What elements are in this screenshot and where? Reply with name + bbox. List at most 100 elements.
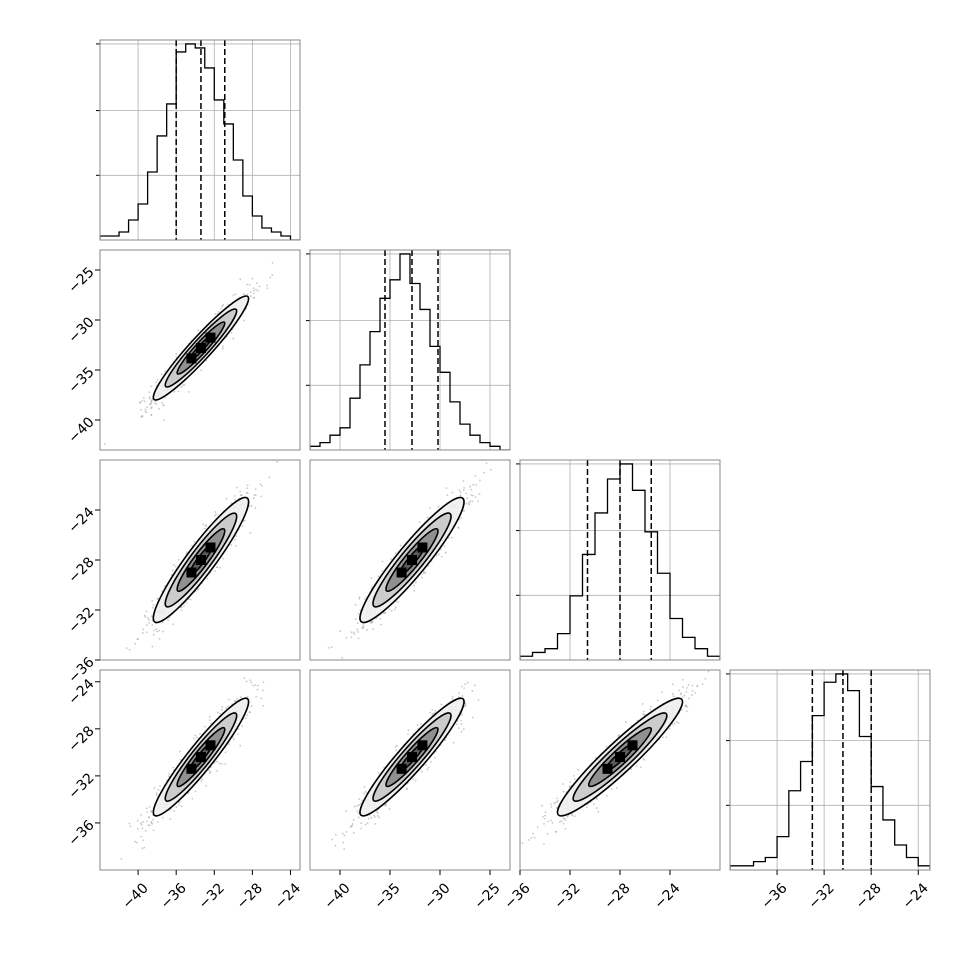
scatter-point: [473, 684, 476, 687]
joint-panel-1-3: [309, 669, 511, 871]
scatter-point: [186, 551, 188, 554]
scatter-point: [440, 703, 443, 706]
scatter-point: [103, 443, 106, 445]
scatter-point: [150, 407, 153, 410]
scatter-point: [232, 337, 235, 340]
scatter-point: [148, 391, 151, 394]
scatter-point: [175, 806, 178, 808]
scatter-point: [446, 494, 449, 497]
scatter-point: [141, 415, 144, 418]
scatter-point: [155, 381, 157, 384]
scatter-point: [248, 711, 251, 714]
scatter-point: [250, 681, 253, 684]
scatter-point: [145, 610, 148, 613]
scatter-point: [444, 739, 447, 741]
scatter-point: [246, 283, 248, 286]
scatter-point: [152, 606, 154, 609]
scatter-point: [152, 604, 155, 607]
scatter-point: [215, 513, 217, 516]
scatter-point: [462, 728, 465, 731]
scatter-point: [407, 733, 409, 736]
scatter-point: [174, 565, 177, 568]
scatter-point: [155, 792, 158, 795]
scatter-point: [362, 625, 365, 628]
scatter-point: [251, 277, 254, 280]
scatter-point: [451, 536, 453, 539]
scatter-point: [191, 544, 193, 547]
scatter-point: [592, 803, 595, 806]
scatter-point: [140, 822, 142, 825]
scatter-point: [471, 690, 474, 692]
scatter-point: [243, 519, 246, 522]
scatter-point: [455, 723, 458, 726]
scatter-point: [140, 835, 143, 838]
scatter-point: [250, 705, 253, 708]
scatter-point: [266, 287, 269, 290]
panel-frame: [99, 249, 301, 451]
scatter-point: [445, 487, 448, 489]
scatter-point: [382, 611, 385, 614]
scatter-point: [354, 618, 357, 620]
scatter-point: [388, 608, 391, 611]
scatter-point: [150, 809, 153, 812]
scatter-point: [167, 775, 170, 778]
scatter-point: [448, 537, 450, 539]
scatter-point: [377, 575, 380, 578]
scatter-point: [150, 400, 153, 403]
scatter-point: [141, 632, 144, 634]
scatter-point: [177, 390, 180, 393]
scatter-point: [253, 289, 255, 292]
scatter-point: [375, 810, 378, 813]
joint-panel-0-2: −36−32−28−24: [65, 459, 301, 687]
scatter-point: [483, 471, 485, 474]
scatter-point: [185, 601, 188, 604]
scatter-point: [232, 294, 235, 297]
density-peak: [205, 740, 216, 751]
scatter-point: [150, 402, 153, 404]
y-tick-label: −32: [65, 770, 97, 802]
scatter-point: [363, 598, 366, 601]
scatter-point: [257, 684, 259, 687]
scatter-point: [341, 832, 344, 835]
density-peak: [417, 542, 428, 553]
scatter-point: [216, 566, 219, 569]
scatter-point: [228, 743, 230, 745]
scatter-point: [429, 506, 431, 509]
scatter-point: [384, 612, 387, 614]
scatter-point: [129, 825, 132, 828]
scatter-point: [255, 695, 258, 698]
scatter-point: [147, 619, 150, 621]
scatter-point: [358, 597, 361, 600]
scatter-point: [370, 577, 373, 579]
scatter-point: [462, 489, 465, 492]
scatter-point: [146, 624, 148, 626]
scatter-point: [146, 406, 148, 409]
scatter-point: [148, 824, 151, 827]
scatter-point: [148, 816, 150, 819]
scatter-point: [458, 489, 461, 492]
scatter-point: [224, 763, 227, 765]
scatter-point: [379, 618, 382, 620]
scatter-point: [268, 476, 271, 479]
scatter-point: [690, 694, 693, 697]
scatter-point: [642, 710, 645, 713]
scatter-point: [331, 838, 333, 841]
scatter-point: [235, 486, 238, 489]
scatter-point: [234, 293, 237, 296]
scatter-point: [249, 531, 252, 534]
scatter-point: [150, 615, 153, 618]
scatter-point: [269, 276, 272, 279]
scatter-point: [218, 762, 221, 765]
scatter-point: [168, 772, 171, 775]
scatter-point: [465, 492, 468, 495]
scatter-point: [159, 785, 161, 788]
scatter-point: [393, 608, 396, 611]
scatter-point: [239, 696, 242, 699]
scatter-point: [158, 629, 161, 632]
density-peak: [205, 542, 216, 553]
scatter-point: [451, 491, 454, 494]
scatter-point: [345, 810, 348, 812]
scatter-point: [364, 791, 367, 793]
panel-frame: [309, 669, 511, 871]
scatter-point: [451, 695, 454, 698]
